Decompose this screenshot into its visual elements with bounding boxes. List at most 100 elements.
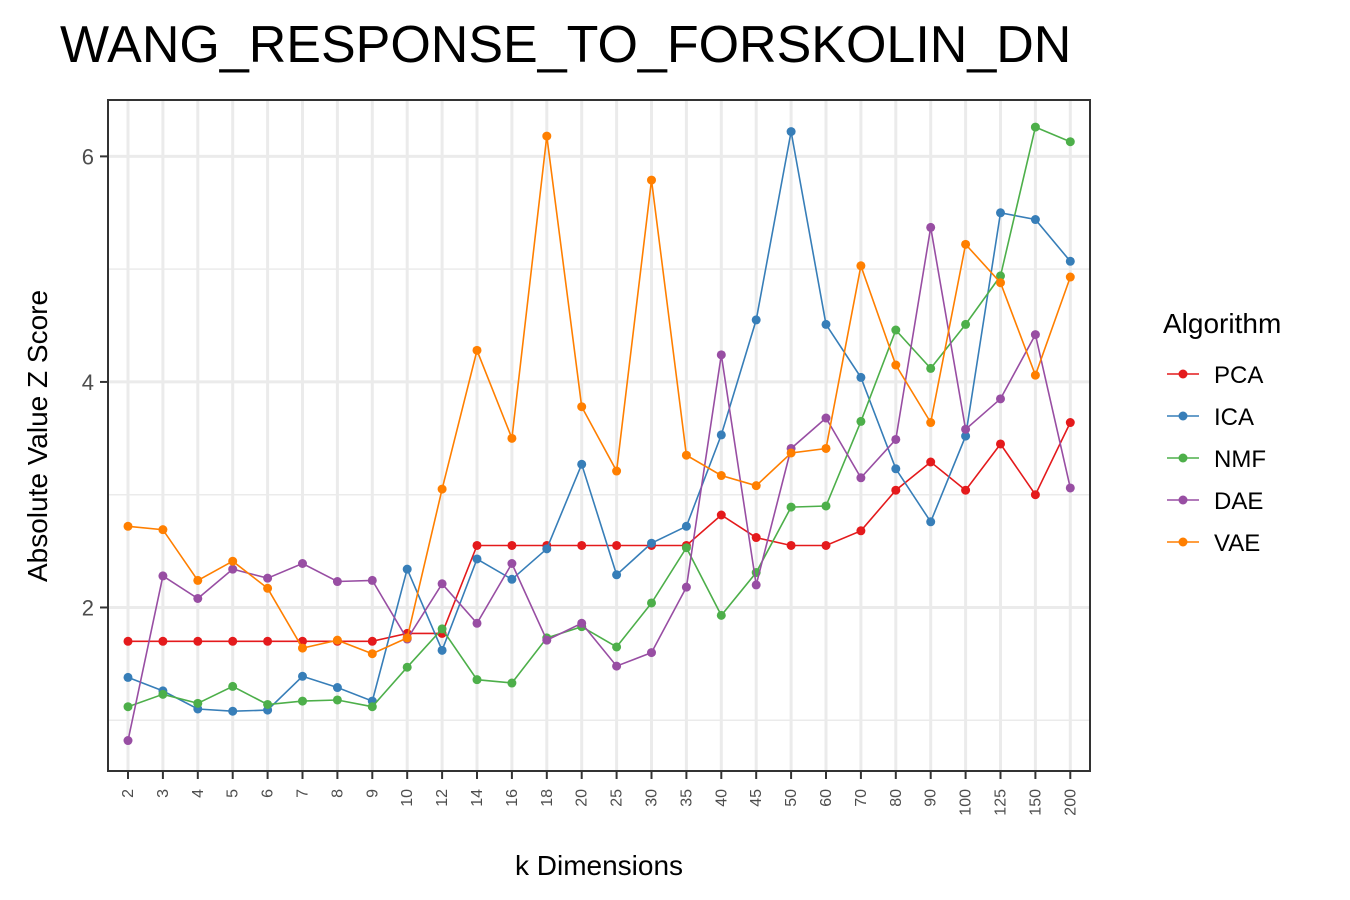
- data-point-dae: [856, 473, 866, 483]
- x-tick-label: 70: [853, 789, 870, 807]
- data-point-pca: [193, 636, 203, 646]
- x-tick-label: 50: [783, 789, 800, 807]
- data-point-nmf: [647, 598, 656, 608]
- data-point-dae: [926, 222, 936, 232]
- data-point-vae: [263, 583, 273, 593]
- data-point-nmf: [612, 642, 622, 652]
- legend-item-dae: DAE: [1167, 488, 1263, 515]
- data-point-nmf: [228, 681, 238, 691]
- x-tick-label: 90: [923, 789, 940, 807]
- legend-point: [1178, 369, 1188, 379]
- data-point-ica: [123, 672, 133, 682]
- legend-item-nmf: NMF: [1167, 446, 1266, 473]
- data-point-ica: [437, 645, 447, 655]
- x-tick-label: 6: [260, 789, 277, 798]
- data-point-pca: [996, 439, 1005, 449]
- data-point-nmf: [367, 702, 377, 712]
- data-point-nmf: [298, 696, 307, 706]
- data-point-ica: [821, 319, 831, 329]
- data-point-nmf: [681, 543, 691, 553]
- data-point-ica: [751, 315, 761, 325]
- data-point-dae: [367, 575, 377, 585]
- x-tick-label: 200: [1062, 789, 1079, 816]
- data-point-ica: [402, 564, 412, 574]
- data-point-vae: [228, 556, 238, 566]
- data-point-vae: [367, 649, 377, 659]
- legend-label: NMF: [1214, 446, 1266, 473]
- data-point-pca: [472, 540, 482, 550]
- x-tick-label: 12: [434, 789, 451, 807]
- data-point-ica: [681, 521, 691, 531]
- data-point-ica: [1065, 256, 1075, 266]
- data-point-dae: [1030, 330, 1040, 340]
- data-point-dae: [612, 661, 622, 671]
- data-point-vae: [681, 450, 691, 460]
- legend-item-pca: PCA: [1167, 362, 1263, 389]
- plot-panel: [107, 99, 1091, 772]
- data-point-pca: [367, 636, 377, 646]
- x-tick-label: 45: [748, 789, 765, 807]
- data-point-pca: [821, 540, 831, 550]
- x-tick-label: 20: [574, 789, 591, 807]
- data-point-dae: [472, 618, 482, 628]
- series-line-nmf: [127, 125, 1071, 708]
- data-point-ica: [332, 683, 342, 693]
- data-point-vae: [402, 633, 412, 643]
- data-point-nmf: [158, 689, 168, 699]
- data-point-dae: [647, 648, 656, 658]
- chart-title: WANG_RESPONSE_TO_FORSKOLIN_DN: [60, 16, 1071, 74]
- x-tick-label: 125: [993, 789, 1010, 816]
- data-point-vae: [996, 278, 1005, 288]
- data-point-ica: [647, 538, 656, 548]
- data-point-dae: [193, 593, 203, 603]
- legend-title: Algorithm: [1163, 308, 1281, 339]
- data-point-dae: [263, 573, 273, 583]
- legend-label: PCA: [1214, 362, 1263, 389]
- series-layer: [123, 122, 1075, 746]
- data-point-nmf: [996, 271, 1005, 281]
- data-point-pca: [891, 485, 901, 495]
- x-tick-label: 150: [1027, 789, 1044, 816]
- data-point-nmf: [926, 363, 936, 373]
- x-tick-label: 18: [539, 789, 556, 807]
- data-point-pca: [856, 526, 866, 536]
- data-point-pca: [1065, 418, 1075, 428]
- y-tick-label: 4: [82, 370, 94, 395]
- data-point-vae: [123, 521, 133, 531]
- data-point-pca: [158, 636, 168, 646]
- data-point-ica: [228, 706, 238, 716]
- data-point-dae: [961, 424, 971, 434]
- x-tick-label: 4: [190, 789, 207, 798]
- data-point-pca: [577, 540, 587, 550]
- data-point-vae: [298, 643, 307, 653]
- data-point-dae: [507, 558, 517, 568]
- data-point-ica: [507, 574, 517, 584]
- data-point-vae: [1065, 272, 1075, 282]
- data-point-ica: [577, 459, 587, 469]
- data-point-dae: [716, 350, 726, 360]
- series-dae: [123, 222, 1075, 746]
- data-point-vae: [507, 433, 517, 443]
- series-line-vae: [127, 135, 1072, 655]
- plot-background: [108, 100, 1090, 771]
- data-point-nmf: [507, 678, 517, 688]
- x-tick-label: 100: [958, 789, 975, 816]
- series-line-pca: [128, 422, 1072, 643]
- data-point-vae: [891, 360, 901, 370]
- series-nmf: [123, 122, 1075, 712]
- data-point-pca: [926, 457, 936, 467]
- data-point-vae: [1030, 370, 1040, 380]
- y-axis: 2 4 6: [82, 144, 108, 620]
- data-point-ica: [891, 464, 901, 474]
- y-tick-label: 2: [82, 595, 94, 620]
- data-point-vae: [193, 575, 203, 585]
- data-point-vae: [647, 175, 656, 185]
- data-point-dae: [821, 413, 831, 423]
- data-point-pca: [507, 540, 517, 550]
- series-ica: [123, 127, 1075, 716]
- data-point-ica: [472, 554, 482, 564]
- data-point-nmf: [402, 662, 412, 672]
- data-point-ica: [926, 517, 936, 527]
- legend: Algorithm PCA ICA NMF DAE VAE: [1163, 308, 1281, 557]
